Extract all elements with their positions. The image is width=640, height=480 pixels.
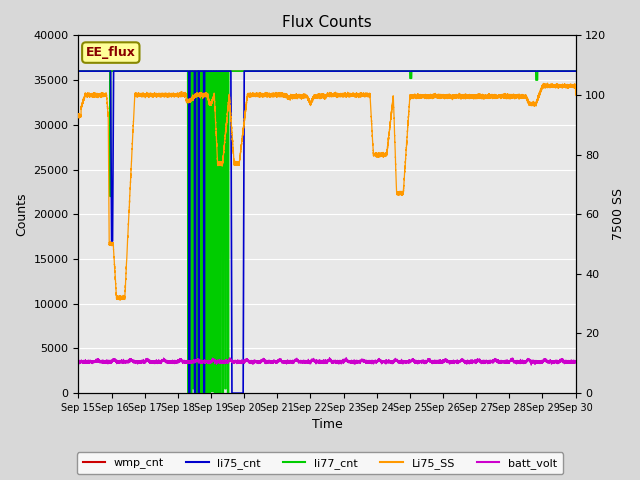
X-axis label: Time: Time bbox=[312, 419, 342, 432]
Y-axis label: 7500 SS: 7500 SS bbox=[612, 188, 625, 240]
Y-axis label: Counts: Counts bbox=[15, 192, 28, 236]
Title: Flux Counts: Flux Counts bbox=[282, 15, 372, 30]
Text: EE_flux: EE_flux bbox=[86, 46, 136, 59]
Legend: wmp_cnt, li75_cnt, li77_cnt, Li75_SS, batt_volt: wmp_cnt, li75_cnt, li77_cnt, Li75_SS, ba… bbox=[77, 453, 563, 474]
